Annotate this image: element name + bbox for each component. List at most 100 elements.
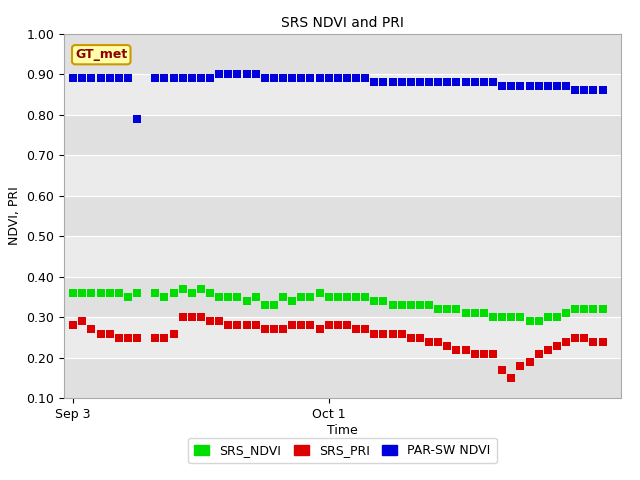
Point bbox=[488, 350, 498, 358]
Point bbox=[360, 325, 371, 333]
Point bbox=[86, 74, 97, 82]
Point bbox=[360, 74, 371, 82]
Point bbox=[570, 305, 580, 313]
Point bbox=[305, 74, 316, 82]
Point bbox=[287, 322, 298, 329]
Point bbox=[387, 78, 397, 86]
Point bbox=[77, 74, 88, 82]
Point bbox=[433, 305, 444, 313]
Point bbox=[433, 78, 444, 86]
Point bbox=[506, 374, 516, 382]
Point bbox=[205, 318, 215, 325]
Point bbox=[415, 301, 425, 309]
Point bbox=[214, 318, 224, 325]
Point bbox=[470, 350, 480, 358]
Point bbox=[597, 86, 607, 94]
Point bbox=[104, 74, 115, 82]
Point bbox=[369, 78, 380, 86]
Point bbox=[278, 74, 288, 82]
Point bbox=[406, 301, 416, 309]
Point bbox=[150, 334, 161, 341]
Point bbox=[415, 78, 425, 86]
Point bbox=[552, 83, 562, 90]
Point bbox=[132, 289, 142, 297]
Bar bbox=[64, 236, 621, 277]
Point bbox=[552, 342, 562, 349]
Bar bbox=[64, 34, 621, 74]
Point bbox=[123, 74, 133, 82]
Point bbox=[305, 322, 316, 329]
Point bbox=[95, 289, 106, 297]
Point bbox=[68, 322, 78, 329]
Point bbox=[579, 86, 589, 94]
Point bbox=[177, 74, 188, 82]
Point bbox=[132, 334, 142, 341]
Point bbox=[378, 330, 388, 337]
Point bbox=[86, 325, 97, 333]
Point bbox=[461, 310, 471, 317]
Point bbox=[543, 83, 553, 90]
Point bbox=[223, 293, 234, 301]
Point bbox=[168, 74, 179, 82]
Point bbox=[205, 74, 215, 82]
Point bbox=[260, 301, 270, 309]
Point bbox=[187, 313, 197, 321]
Point bbox=[588, 305, 598, 313]
Point bbox=[196, 285, 206, 293]
Point bbox=[424, 338, 434, 346]
Point bbox=[451, 305, 461, 313]
Point bbox=[351, 325, 361, 333]
Point bbox=[296, 293, 307, 301]
Point bbox=[232, 70, 243, 78]
Point bbox=[461, 78, 471, 86]
Point bbox=[433, 338, 444, 346]
Point bbox=[424, 301, 434, 309]
Point bbox=[260, 325, 270, 333]
Point bbox=[296, 74, 307, 82]
Point bbox=[543, 313, 553, 321]
Point bbox=[515, 362, 525, 370]
Point bbox=[305, 293, 316, 301]
Point bbox=[223, 70, 234, 78]
Bar bbox=[64, 74, 621, 115]
Point bbox=[168, 289, 179, 297]
Point bbox=[177, 313, 188, 321]
Point bbox=[278, 293, 288, 301]
Point bbox=[378, 78, 388, 86]
Point bbox=[461, 346, 471, 354]
Point bbox=[223, 322, 234, 329]
Point bbox=[159, 334, 170, 341]
Point bbox=[324, 293, 334, 301]
Point bbox=[406, 334, 416, 341]
Point bbox=[552, 313, 562, 321]
Legend: SRS_NDVI, SRS_PRI, PAR-SW NDVI: SRS_NDVI, SRS_PRI, PAR-SW NDVI bbox=[188, 438, 497, 463]
Point bbox=[260, 74, 270, 82]
Point bbox=[168, 330, 179, 337]
Point bbox=[187, 74, 197, 82]
Point bbox=[314, 289, 324, 297]
Point bbox=[479, 78, 489, 86]
Point bbox=[561, 310, 571, 317]
Point bbox=[397, 301, 407, 309]
Point bbox=[278, 325, 288, 333]
Point bbox=[214, 70, 224, 78]
Point bbox=[241, 297, 252, 305]
X-axis label: Time: Time bbox=[327, 424, 358, 437]
Point bbox=[397, 78, 407, 86]
Point bbox=[570, 334, 580, 341]
Point bbox=[524, 358, 534, 366]
Point bbox=[543, 346, 553, 354]
Point bbox=[378, 297, 388, 305]
Point bbox=[232, 322, 243, 329]
Point bbox=[150, 289, 161, 297]
Point bbox=[159, 74, 170, 82]
Text: GT_met: GT_met bbox=[75, 48, 127, 61]
Point bbox=[479, 310, 489, 317]
Point bbox=[324, 74, 334, 82]
Point bbox=[342, 74, 352, 82]
Point bbox=[597, 305, 607, 313]
Point bbox=[104, 289, 115, 297]
Point bbox=[342, 293, 352, 301]
Point bbox=[506, 313, 516, 321]
Point bbox=[86, 289, 97, 297]
